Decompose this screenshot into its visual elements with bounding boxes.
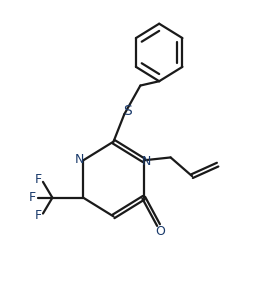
Text: F: F xyxy=(35,209,42,222)
Text: S: S xyxy=(123,104,132,118)
Text: F: F xyxy=(35,173,42,186)
Text: O: O xyxy=(155,225,165,238)
Text: N: N xyxy=(142,155,151,168)
Text: N: N xyxy=(75,153,84,166)
Text: F: F xyxy=(29,191,36,204)
